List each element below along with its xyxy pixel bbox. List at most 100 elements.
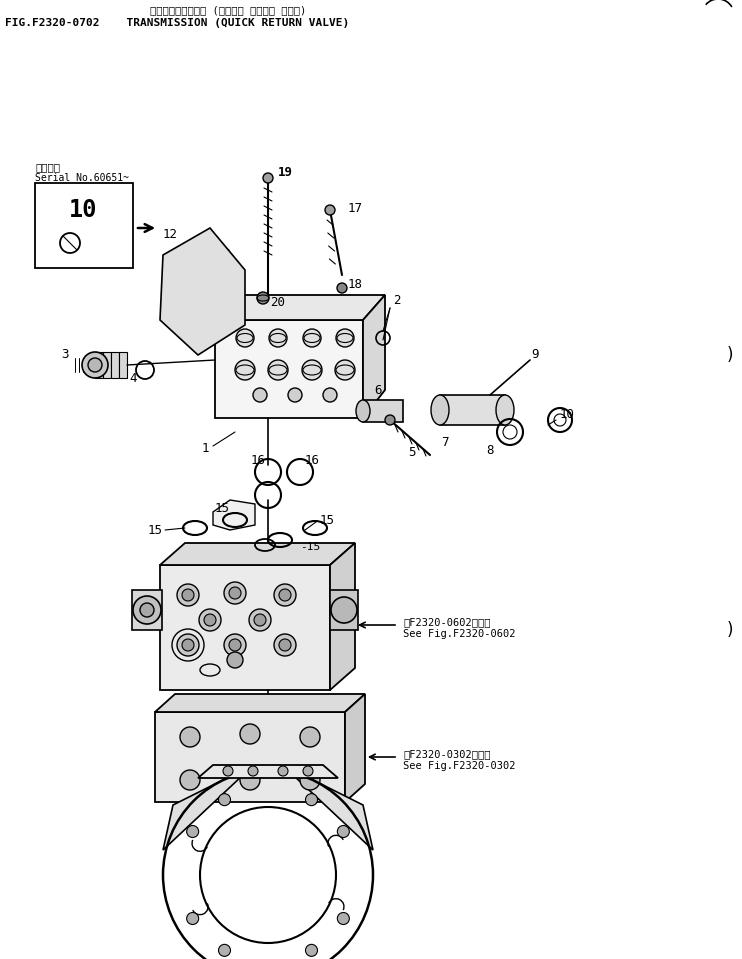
Circle shape — [182, 292, 218, 328]
Circle shape — [248, 766, 258, 776]
Text: FIG.F2320-0702    TRANSMISSION (QUICK RETURN VALVE): FIG.F2320-0702 TRANSMISSION (QUICK RETUR… — [5, 18, 349, 28]
Polygon shape — [155, 694, 365, 712]
Polygon shape — [293, 775, 373, 850]
Text: 15: 15 — [148, 524, 163, 536]
Circle shape — [224, 634, 246, 656]
Bar — [35, 183, 133, 268]
Circle shape — [240, 770, 260, 790]
Circle shape — [187, 913, 199, 924]
Text: 17: 17 — [348, 201, 363, 215]
Circle shape — [253, 388, 267, 402]
Circle shape — [331, 597, 357, 623]
Text: 第F2320-0302図参照: 第F2320-0302図参照 — [403, 749, 490, 759]
Text: 10: 10 — [69, 198, 97, 222]
Circle shape — [249, 609, 271, 631]
Circle shape — [180, 727, 200, 747]
Bar — [155, 712, 345, 802]
Text: トランスミッション (クイック リターン バルブ): トランスミッション (クイック リターン バルブ) — [150, 5, 306, 15]
Circle shape — [385, 415, 395, 425]
Bar — [330, 590, 358, 630]
Circle shape — [323, 388, 337, 402]
Text: ): ) — [726, 621, 733, 639]
Ellipse shape — [356, 400, 370, 422]
Circle shape — [187, 826, 199, 837]
Circle shape — [182, 639, 194, 651]
Circle shape — [199, 609, 221, 631]
Text: 7: 7 — [441, 435, 449, 449]
Text: 8: 8 — [486, 443, 493, 456]
Circle shape — [218, 794, 231, 806]
Bar — [119, 352, 127, 378]
Circle shape — [274, 584, 296, 606]
Circle shape — [338, 826, 349, 837]
Circle shape — [140, 603, 154, 617]
Text: 19: 19 — [278, 166, 293, 178]
Circle shape — [194, 272, 206, 284]
Circle shape — [325, 205, 335, 215]
Circle shape — [235, 360, 255, 380]
Circle shape — [303, 329, 321, 347]
Circle shape — [257, 292, 269, 304]
Text: -15: -15 — [300, 542, 321, 552]
Circle shape — [224, 582, 246, 604]
Circle shape — [338, 913, 349, 924]
Text: See Fig.F2320-0302: See Fig.F2320-0302 — [403, 761, 516, 771]
Circle shape — [218, 945, 231, 956]
Circle shape — [274, 634, 296, 656]
Text: 4: 4 — [129, 371, 137, 385]
Circle shape — [229, 587, 241, 599]
Text: 1: 1 — [201, 441, 209, 455]
Circle shape — [263, 173, 273, 183]
Polygon shape — [363, 295, 385, 418]
Text: 15: 15 — [215, 502, 230, 514]
Circle shape — [240, 724, 260, 744]
Text: See Fig.F2320-0602: See Fig.F2320-0602 — [403, 629, 516, 639]
Circle shape — [88, 358, 102, 372]
Polygon shape — [198, 765, 338, 778]
Circle shape — [335, 360, 355, 380]
Text: 11: 11 — [217, 248, 232, 262]
Polygon shape — [213, 500, 255, 530]
Text: 5: 5 — [408, 447, 416, 459]
Text: 9: 9 — [531, 348, 539, 362]
Bar — [215, 320, 363, 418]
Text: 20: 20 — [270, 295, 285, 309]
Bar — [111, 352, 119, 378]
Circle shape — [303, 766, 313, 776]
Ellipse shape — [431, 395, 449, 425]
Circle shape — [204, 614, 216, 626]
Ellipse shape — [496, 395, 514, 425]
Circle shape — [227, 652, 243, 668]
Circle shape — [236, 329, 254, 347]
Text: 6: 6 — [374, 384, 381, 396]
Bar — [363, 400, 403, 422]
Circle shape — [336, 329, 354, 347]
Circle shape — [279, 589, 291, 601]
Polygon shape — [163, 775, 243, 850]
Circle shape — [337, 283, 347, 293]
Bar — [95, 352, 103, 378]
Circle shape — [177, 584, 199, 606]
Bar — [103, 352, 111, 378]
Text: 15: 15 — [320, 513, 335, 526]
Polygon shape — [160, 543, 355, 565]
Text: 16: 16 — [251, 454, 266, 466]
Circle shape — [133, 596, 161, 624]
Circle shape — [182, 589, 194, 601]
Text: 12: 12 — [162, 228, 177, 242]
Polygon shape — [160, 228, 245, 355]
Text: 適用号機: 適用号機 — [35, 162, 60, 172]
Circle shape — [254, 614, 266, 626]
Circle shape — [306, 794, 318, 806]
Circle shape — [177, 634, 199, 656]
Polygon shape — [330, 543, 355, 690]
Text: 14: 14 — [214, 298, 229, 312]
Bar — [160, 565, 330, 690]
Circle shape — [306, 945, 318, 956]
Bar — [440, 395, 505, 425]
Circle shape — [190, 300, 210, 320]
Text: 10: 10 — [560, 409, 575, 422]
Circle shape — [300, 770, 320, 790]
Circle shape — [278, 766, 288, 776]
Circle shape — [288, 388, 302, 402]
